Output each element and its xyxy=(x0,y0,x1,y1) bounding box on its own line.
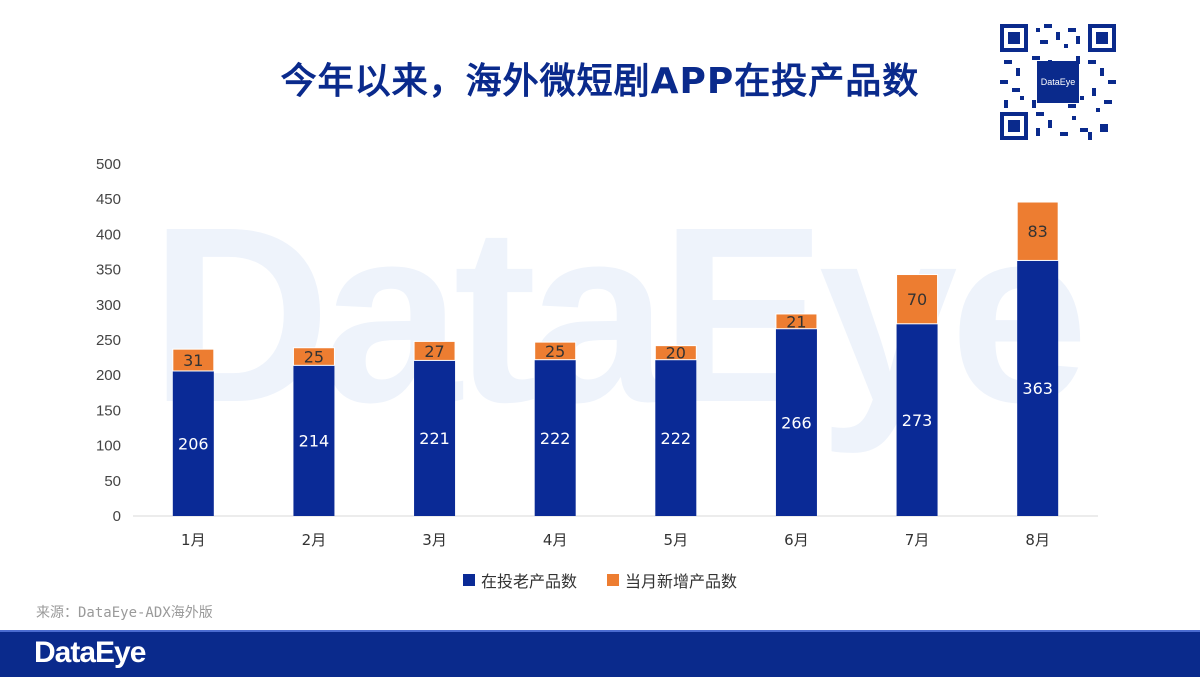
legend-label-old: 在投老产品数 xyxy=(480,572,577,591)
y-tick-label-6: 300 xyxy=(96,297,121,314)
data-label-old-6: 266 xyxy=(781,413,812,432)
footer-bar: DataEye xyxy=(0,630,1200,677)
bar-old-3 xyxy=(414,360,456,516)
data-label-new-8: 83 xyxy=(1028,222,1048,241)
bar-old-7 xyxy=(896,323,938,516)
x-tick-label-5: 5月 xyxy=(664,531,689,549)
data-label-new-4: 25 xyxy=(545,342,565,361)
source-note: 来源：DataEye-ADX海外版 xyxy=(36,605,213,621)
y-tick-label-3: 150 xyxy=(96,402,121,419)
data-label-new-2: 25 xyxy=(304,348,324,367)
legend-swatch-new xyxy=(607,574,619,586)
y-tick-label-8: 400 xyxy=(96,226,121,243)
qr-code-icon[interactable]: DataEye xyxy=(1000,24,1116,140)
x-tick-label-4: 4月 xyxy=(543,531,568,549)
chart-legend: 在投老产品数 当月新增产品数 xyxy=(0,568,1200,592)
y-tick-label-10: 500 xyxy=(96,156,121,173)
legend-item-old: 在投老产品数 xyxy=(462,568,577,592)
bar-old-6 xyxy=(775,328,817,516)
legend-label-new: 当月新增产品数 xyxy=(625,572,738,591)
qr-center-logo: DataEye xyxy=(1037,61,1079,103)
data-label-old-4: 222 xyxy=(540,429,571,448)
x-tick-label-7: 7月 xyxy=(905,531,930,549)
page-title: 今年以来，海外微短剧APP在投产品数 xyxy=(280,61,920,102)
data-label-new-7: 70 xyxy=(907,290,927,309)
bar-new-8 xyxy=(1016,201,1059,261)
y-tick-label-7: 350 xyxy=(96,262,121,279)
data-label-new-5: 20 xyxy=(666,344,686,363)
bar-new-5 xyxy=(654,345,697,361)
bar-new-7 xyxy=(896,274,939,325)
data-label-new-3: 27 xyxy=(424,342,444,361)
data-label-old-8: 363 xyxy=(1022,379,1053,398)
bar-new-4 xyxy=(534,341,577,361)
bar-old-1 xyxy=(172,370,214,516)
y-tick-label-2: 100 xyxy=(96,438,121,455)
x-tick-label-3: 3月 xyxy=(422,531,447,549)
bar-old-5 xyxy=(655,359,697,516)
bar-new-2 xyxy=(292,347,335,366)
bar-new-3 xyxy=(413,340,456,361)
footer-logo[interactable]: DataEye xyxy=(34,636,146,669)
data-label-old-5: 222 xyxy=(661,429,692,448)
x-tick-label-8: 8月 xyxy=(1025,531,1050,549)
data-label-new-6: 21 xyxy=(786,312,806,331)
data-label-old-2: 214 xyxy=(299,432,330,451)
legend-swatch-old xyxy=(462,574,475,586)
bar-old-4 xyxy=(534,359,576,516)
y-tick-label-0: 0 xyxy=(113,508,121,525)
y-tick-label-9: 450 xyxy=(96,191,121,208)
legend-item-new: 当月新增产品数 xyxy=(607,568,737,592)
x-tick-label-1: 1月 xyxy=(181,531,206,549)
x-tick-label-6: 6月 xyxy=(784,531,809,549)
data-label-old-1: 206 xyxy=(178,434,209,453)
data-label-old-3: 221 xyxy=(419,429,450,448)
data-label-old-7: 273 xyxy=(902,411,933,430)
bar-new-1 xyxy=(172,348,215,372)
y-tick-label-4: 200 xyxy=(96,367,121,384)
x-tick-label-2: 2月 xyxy=(302,531,327,549)
bar-old-2 xyxy=(293,365,335,516)
bar-old-8 xyxy=(1017,260,1059,516)
y-tick-label-1: 50 xyxy=(104,473,121,490)
data-label-new-1: 31 xyxy=(183,351,203,370)
bar-new-6 xyxy=(775,313,818,330)
y-tick-label-5: 250 xyxy=(96,332,121,349)
